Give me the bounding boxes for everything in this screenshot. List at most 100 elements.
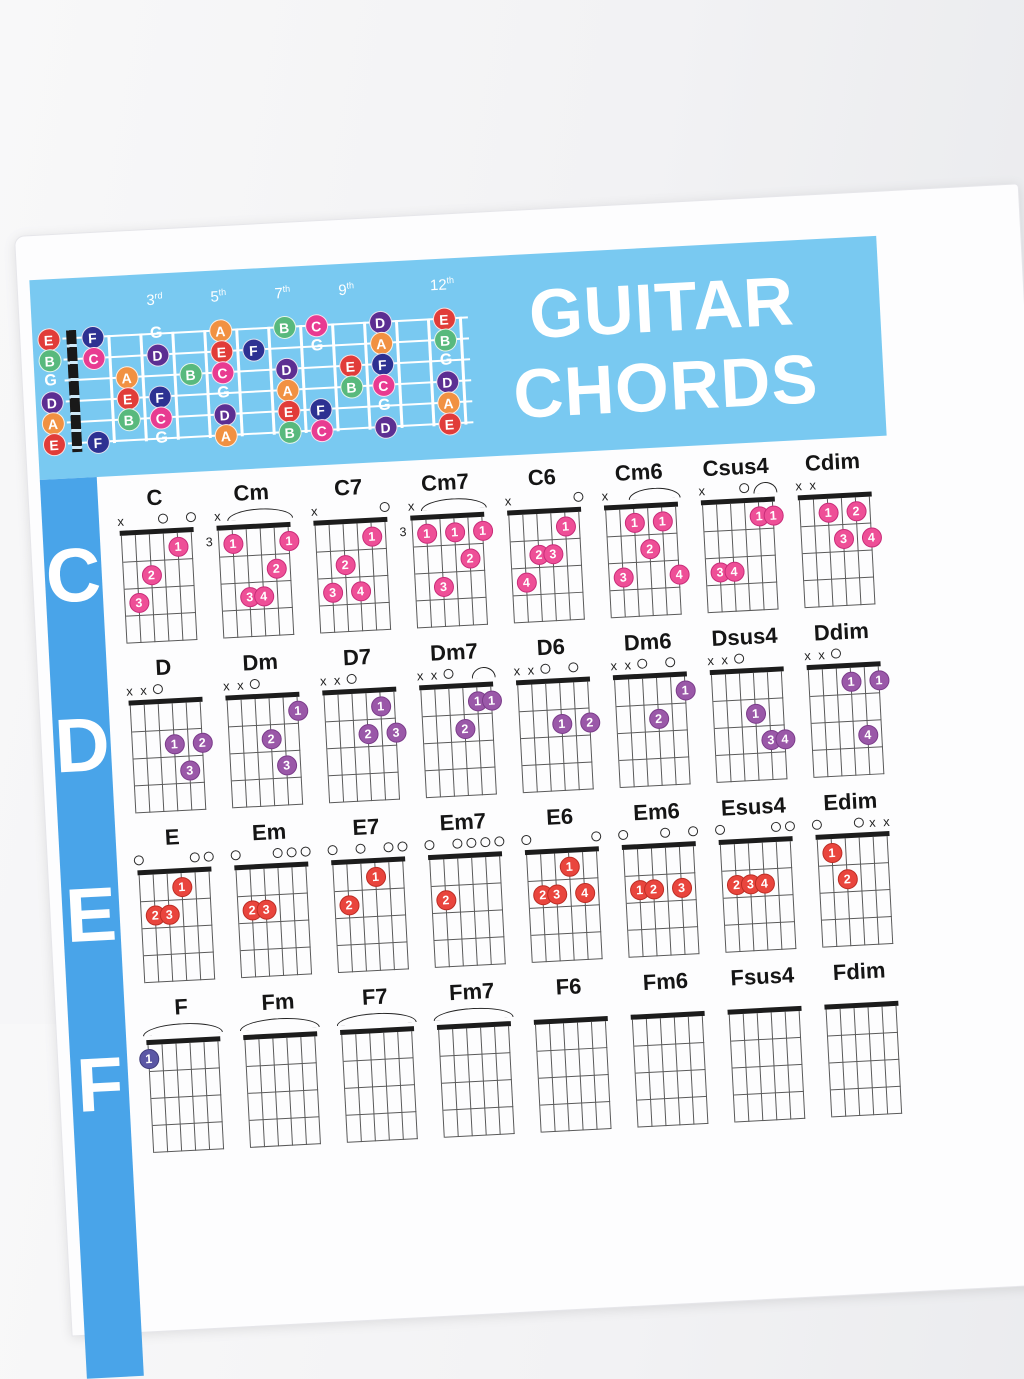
nut-bar xyxy=(66,329,83,453)
muted-string-marker: x xyxy=(601,488,609,504)
fret-line xyxy=(800,522,871,528)
open-string-marker xyxy=(377,500,392,516)
barre-arc xyxy=(226,506,293,522)
fret-wire xyxy=(298,325,308,434)
muted-string-marker: x xyxy=(504,493,512,509)
finger-dot: 3 xyxy=(322,581,344,603)
chord-grid-box xyxy=(242,1031,322,1149)
fret-line xyxy=(347,1138,418,1144)
fret-number-label: 12th xyxy=(429,275,455,295)
finger-dot: 1 xyxy=(821,842,843,864)
sidebar-letter-E: E xyxy=(63,871,119,959)
fretboard-note-E: E xyxy=(209,339,234,364)
fretboard-note-A: A xyxy=(369,330,394,356)
muted-string-marker: x xyxy=(222,678,230,694)
open-string-marker xyxy=(298,844,313,860)
fretboard-note-A: A xyxy=(208,318,233,343)
fret-wire xyxy=(106,335,116,444)
fret-line xyxy=(441,1079,512,1085)
fret-line xyxy=(442,1106,513,1112)
fret-line xyxy=(703,527,774,533)
open-string-marker xyxy=(270,846,285,862)
muted-string-marker: x xyxy=(721,652,729,668)
chord-diagram-Fsus4: Fsus4 xyxy=(713,962,819,1137)
finger-dot: 3 xyxy=(255,898,277,920)
chord-frame xyxy=(335,1009,419,1144)
fret-line xyxy=(633,1042,704,1048)
finger-dot: 2 xyxy=(643,878,665,900)
open-string-marker xyxy=(155,511,170,527)
finger-dot: 3 xyxy=(542,543,564,565)
fret-wire xyxy=(170,331,180,440)
fret-line xyxy=(717,778,788,784)
fret-line xyxy=(802,549,873,555)
fret-line xyxy=(830,1085,901,1091)
fret-line xyxy=(250,1143,321,1149)
finger-dot: 2 xyxy=(260,728,282,750)
muted-string-marker: x xyxy=(624,657,632,673)
muted-string-marker: x xyxy=(333,672,341,688)
fret-line xyxy=(541,1127,612,1134)
fret-line xyxy=(527,877,598,883)
fret-line xyxy=(636,1095,707,1101)
finger-dot: 1 xyxy=(623,511,645,533)
fret-line xyxy=(413,542,484,548)
finger-dot: 4 xyxy=(515,571,537,593)
finger-dot: 1 xyxy=(558,855,580,877)
fret-line xyxy=(423,739,494,745)
chord-diagram-Dm6: Dm6 x x 1 2 xyxy=(599,628,705,803)
fret-line xyxy=(818,862,889,868)
chord-diagram-Fm7: Fm7 xyxy=(423,978,529,1153)
fret-line xyxy=(150,1094,221,1100)
fret-line xyxy=(637,1122,708,1128)
fret-line xyxy=(539,1101,610,1107)
fret-number-label: 3rd xyxy=(145,290,163,310)
fret-line xyxy=(821,916,892,922)
fret-line xyxy=(828,1058,899,1064)
fret-line xyxy=(529,904,600,910)
chord-diagram-Esus4: Esus4 2 3 4 xyxy=(704,792,810,968)
fret-line xyxy=(431,882,502,888)
fretboard-note-D: D xyxy=(212,402,237,427)
fret-line xyxy=(219,553,290,559)
open-string-marker xyxy=(464,836,479,852)
finger-dot: 1 xyxy=(416,522,438,544)
fret-line xyxy=(730,1036,801,1042)
chord-grid-box xyxy=(436,1021,515,1139)
fretboard-note-G: G xyxy=(155,429,169,447)
chord-diagram-D6: D6 x x 1 2 xyxy=(502,633,608,808)
muted-string-marker: x xyxy=(213,508,222,524)
finger-dot: 3 xyxy=(128,591,150,613)
fret-line xyxy=(627,926,698,932)
fret-wire xyxy=(426,318,436,427)
fretboard-note-E: E xyxy=(276,398,301,423)
barre-arc xyxy=(470,666,496,679)
muted-string-marker: x xyxy=(610,658,618,674)
fret-line xyxy=(134,781,205,787)
fretboard-note-D: D xyxy=(145,342,170,367)
fret-line xyxy=(247,1089,318,1095)
chord-diagram-Dm7: Dm7 x x 1 1 2 xyxy=(405,638,511,813)
fret-wire xyxy=(266,326,276,435)
fret-line xyxy=(141,924,212,930)
fret-wire xyxy=(202,330,212,439)
sidebar-letter-D: D xyxy=(52,701,112,790)
fret-line xyxy=(831,1112,902,1118)
fretboard-note-C: C xyxy=(304,313,329,338)
finger-dot: 4 xyxy=(350,580,372,602)
finger-dot: 1 xyxy=(551,712,573,735)
fret-line xyxy=(519,707,590,713)
open-string-marker xyxy=(183,510,198,526)
